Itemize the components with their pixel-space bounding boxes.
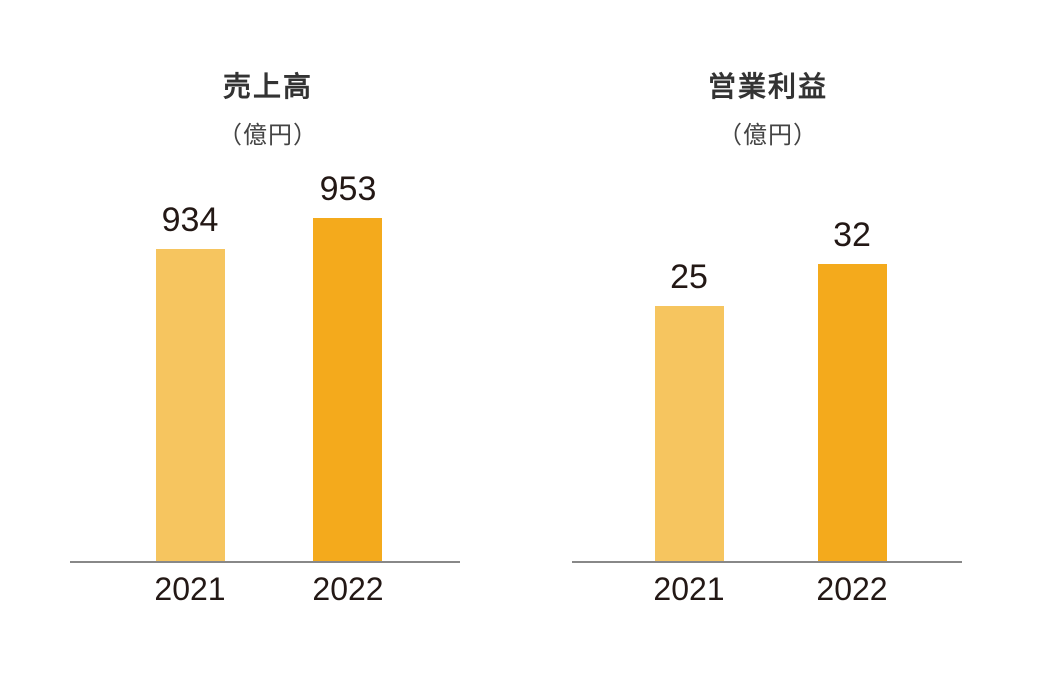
sales-chart-bar-2021: [156, 249, 225, 561]
sales-chart-unit: （億円）: [218, 121, 318, 149]
sales-chart-value-label-2021: 934: [162, 201, 219, 239]
operating-profit-chart-bar-2022: [818, 264, 887, 561]
sales-chart-value-label-2022: 953: [320, 170, 377, 208]
operating-profit-chart-value-label-2022: 32: [833, 216, 871, 254]
sales-chart-tick-2022: 2022: [312, 571, 383, 607]
operating-profit-chart: 営業利益 （億円） 2021 2022 25 32: [572, 70, 962, 607]
sales-chart-tick-2021: 2021: [154, 571, 225, 607]
operating-profit-chart-unit: （億円）: [718, 121, 818, 149]
operating-profit-chart-tick-2021: 2021: [653, 571, 724, 607]
operating-profit-chart-tick-2022: 2022: [816, 571, 887, 607]
operating-profit-chart-title: 営業利益: [708, 70, 828, 103]
sales-chart-title: 売上高: [223, 70, 313, 103]
sales-chart-bar-2022: [313, 218, 382, 561]
sales-chart: 売上高 （億円） 2021 2022 934 953: [70, 70, 460, 607]
operating-profit-chart-value-label-2021: 25: [670, 258, 708, 296]
operating-profit-chart-bar-2021: [655, 306, 724, 561]
